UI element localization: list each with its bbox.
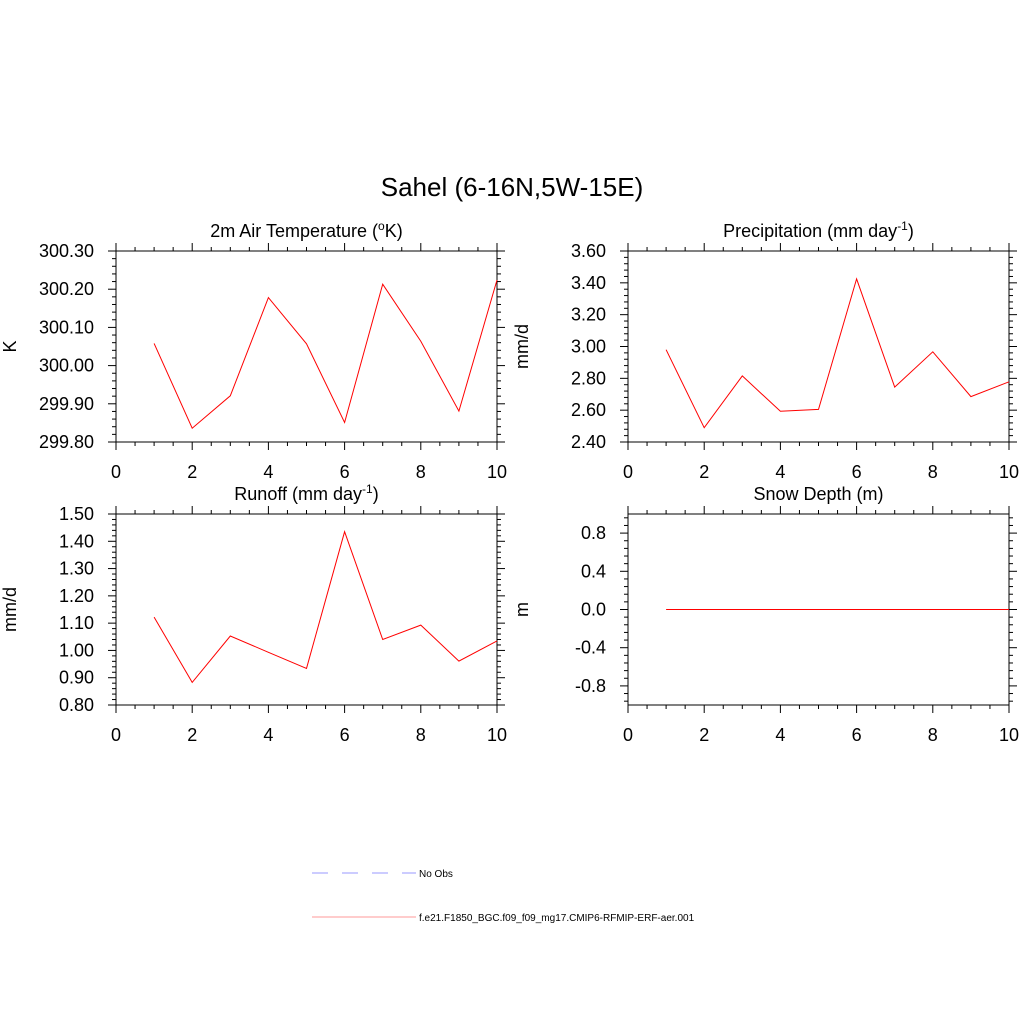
y-tick-label: 3.60	[571, 241, 606, 261]
snow-depth-title: Snow Depth (m)	[753, 484, 883, 504]
x-tick-label: 8	[928, 462, 938, 482]
precipitation-frame	[627, 250, 1010, 443]
x-tick-label: 6	[852, 725, 862, 745]
legend: No Obs f.e21.F1850_BGC.f09_f09_mg17.CMIP…	[312, 869, 695, 924]
runoff-series-line	[153, 530, 498, 684]
x-tick-label: 2	[187, 462, 197, 482]
y-tick-label: 2.80	[571, 368, 606, 388]
precipitation-ylabel: mm/d	[512, 324, 532, 369]
y-tick-label: 3.20	[571, 305, 606, 325]
x-tick-label: 8	[416, 725, 426, 745]
x-tick-label: 0	[111, 725, 121, 745]
precipitation-title: Precipitation (mm day-1)	[723, 219, 914, 241]
y-tick-label: 1.00	[59, 640, 94, 660]
x-tick-label: 2	[699, 725, 709, 745]
y-tick-label: 3.40	[571, 273, 606, 293]
x-tick-label: 0	[623, 462, 633, 482]
x-tick-label: 10	[999, 725, 1019, 745]
x-tick-label: 4	[775, 462, 785, 482]
precipitation-series-line	[665, 277, 1010, 429]
y-tick-label: -0.8	[575, 676, 606, 696]
y-tick-label: 0.8	[581, 523, 606, 543]
y-tick-label: -0.4	[575, 638, 606, 658]
precipitation-panel: 0 2 4 6 8 10 2.40 2.60 2.80 3.00 3.20 3.40 3.60 Preci…	[512, 219, 1019, 482]
x-tick-label: 4	[263, 462, 273, 482]
y-tick-label: 0.80	[59, 695, 94, 715]
temperature-title: 2m Air Temperature (oK)	[210, 219, 402, 241]
runoff-frame	[115, 513, 498, 706]
x-tick-label: 0	[111, 462, 121, 482]
y-tick-label: 1.10	[59, 613, 94, 633]
y-tick-label: 2.40	[571, 432, 606, 452]
legend-label-obs: No Obs	[419, 869, 453, 880]
x-tick-label: 6	[852, 462, 862, 482]
temperature-ylabel: K	[0, 340, 20, 352]
runoff-title: Runoff (mm day-1)	[234, 482, 378, 504]
temperature-panel: 0 2 4 6 8 10 299.80 299.90 300.00 300.10 300.20 300…	[0, 219, 507, 482]
x-tick-label: 2	[699, 462, 709, 482]
snow-depth-panel: 0 2 4 6 8 10 -0.8 -0.4 0.0 0.4 0.8 Snow Depth (m) m	[512, 484, 1019, 745]
y-tick-label: 0.90	[59, 668, 94, 688]
legend-label-model: f.e21.F1850_BGC.f09_f09_mg17.CMIP6-RFMIP…	[419, 913, 695, 924]
y-tick-label: 1.50	[59, 504, 94, 524]
x-tick-label: 2	[187, 725, 197, 745]
temperature-series-line	[153, 279, 498, 430]
y-tick-label: 1.40	[59, 531, 94, 551]
x-tick-label: 10	[487, 725, 507, 745]
x-tick-label: 8	[928, 725, 938, 745]
y-tick-label: 1.20	[59, 586, 94, 606]
y-tick-label: 299.80	[39, 432, 94, 452]
y-tick-label: 3.00	[571, 337, 606, 357]
temperature-frame	[115, 250, 498, 443]
y-tick-label: 0.0	[581, 600, 606, 620]
x-tick-label: 0	[623, 725, 633, 745]
y-tick-label: 1.30	[59, 559, 94, 579]
x-tick-label: 6	[340, 462, 350, 482]
x-tick-label: 10	[999, 462, 1019, 482]
x-tick-label: 10	[487, 462, 507, 482]
y-tick-label: 300.10	[39, 317, 94, 337]
x-tick-label: 4	[263, 725, 273, 745]
y-tick-label: 0.4	[581, 561, 606, 581]
runoff-ylabel: mm/d	[0, 587, 20, 632]
runoff-panel: 0 2 4 6 8 10 0.80 0.90 1.00 1.10 1.20 1.30 1.40 1.50 R…	[0, 482, 507, 745]
y-tick-label: 300.30	[39, 241, 94, 261]
y-tick-label: 299.90	[39, 394, 94, 414]
x-tick-label: 4	[775, 725, 785, 745]
y-tick-label: 300.20	[39, 279, 94, 299]
x-tick-label: 6	[340, 725, 350, 745]
x-tick-label: 8	[416, 462, 426, 482]
figure-title: Sahel (6-16N,5W-15E)	[381, 172, 644, 202]
snow-depth-ylabel: m	[512, 602, 532, 617]
panels: 0 2 4 6 8 10 299.80 299.90 300.00 300.10 300.20 300…	[0, 219, 1019, 745]
y-tick-label: 300.00	[39, 356, 94, 376]
y-tick-label: 2.60	[571, 400, 606, 420]
